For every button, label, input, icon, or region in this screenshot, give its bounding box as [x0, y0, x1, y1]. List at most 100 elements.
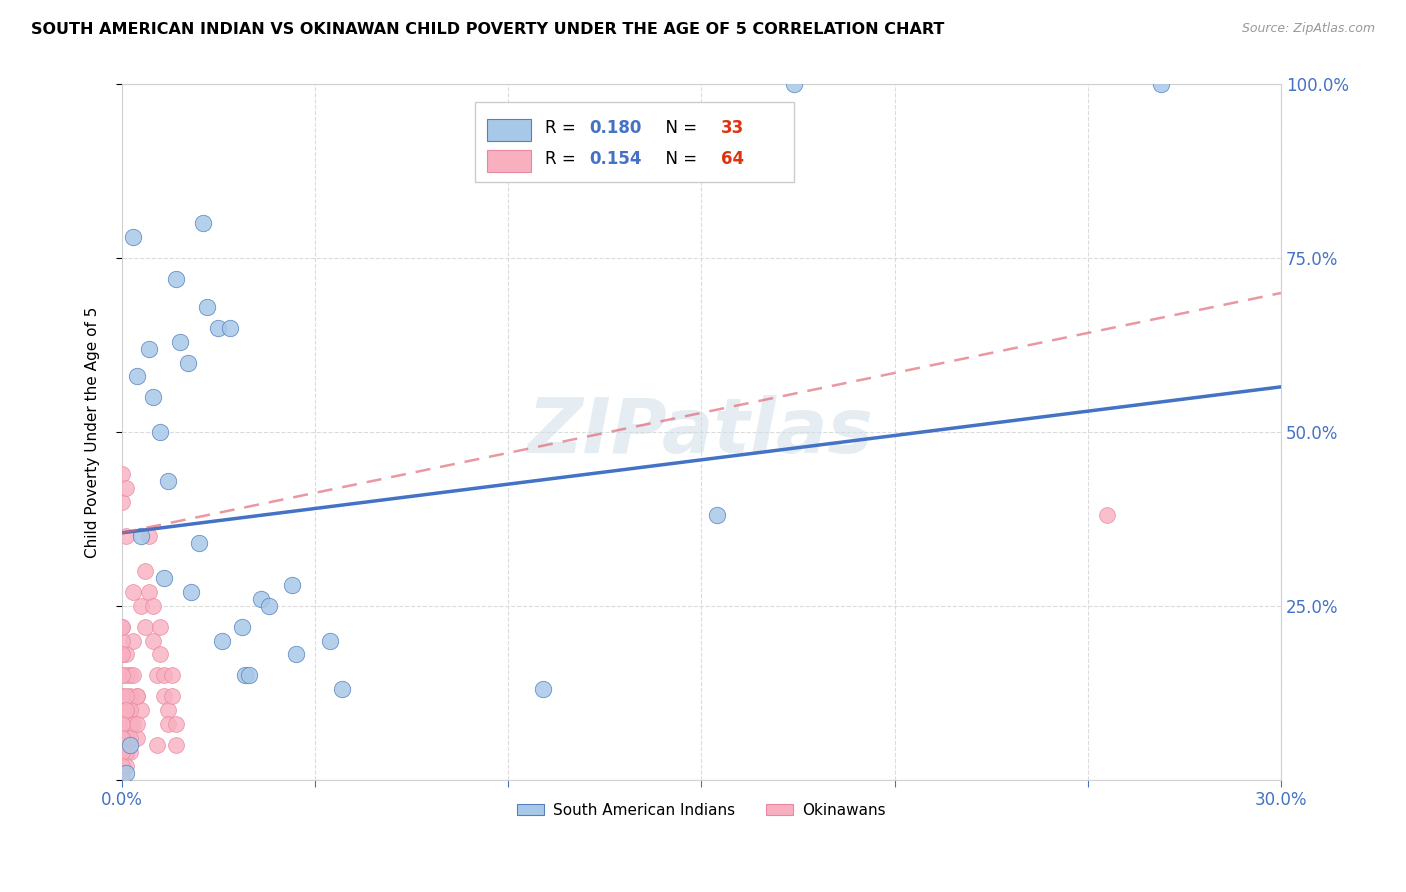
Point: [111, 745, 134, 759]
Point: [211, 633, 233, 648]
Point: [111, 703, 134, 717]
Point: [157, 474, 180, 488]
Point: [114, 703, 136, 717]
Point: [111, 494, 134, 508]
Point: [142, 390, 165, 404]
Point: [114, 689, 136, 703]
Point: [127, 731, 149, 745]
Point: [111, 758, 134, 772]
Point: [176, 355, 198, 369]
Point: [111, 772, 134, 787]
Text: Source: ZipAtlas.com: Source: ZipAtlas.com: [1241, 22, 1375, 36]
Point: [111, 731, 134, 745]
Point: [111, 717, 134, 731]
Point: [111, 689, 134, 703]
Point: [114, 668, 136, 682]
Point: [138, 342, 160, 356]
Point: [1095, 508, 1118, 523]
FancyBboxPatch shape: [486, 150, 531, 172]
Point: [111, 772, 134, 787]
Text: R =: R =: [546, 150, 581, 168]
Point: [122, 230, 145, 244]
Point: [250, 591, 273, 606]
Point: [207, 320, 229, 334]
Point: [706, 508, 728, 523]
Point: [127, 369, 149, 384]
Point: [149, 648, 172, 662]
Point: [145, 668, 167, 682]
Point: [111, 467, 134, 481]
Point: [122, 585, 145, 599]
Point: [127, 689, 149, 703]
Point: [122, 633, 145, 648]
Point: [114, 529, 136, 543]
Text: N =: N =: [655, 150, 703, 168]
Point: [165, 717, 187, 731]
Point: [114, 481, 136, 495]
Point: [118, 731, 141, 745]
Point: [122, 668, 145, 682]
Point: [153, 689, 176, 703]
FancyBboxPatch shape: [486, 119, 531, 142]
Point: [165, 272, 187, 286]
Point: [160, 668, 183, 682]
Point: [118, 703, 141, 717]
Point: [111, 620, 134, 634]
FancyBboxPatch shape: [475, 102, 794, 182]
Point: [111, 668, 134, 682]
Point: [129, 703, 152, 717]
Point: [134, 620, 156, 634]
Point: [118, 668, 141, 682]
Point: [281, 578, 304, 592]
Point: [129, 529, 152, 543]
Point: [138, 529, 160, 543]
Point: [149, 620, 172, 634]
Point: [111, 633, 134, 648]
Text: 0.180: 0.180: [589, 120, 641, 137]
Text: 0.154: 0.154: [589, 150, 641, 168]
Point: [111, 765, 134, 780]
Point: [195, 300, 218, 314]
Text: R =: R =: [546, 120, 581, 137]
Point: [111, 620, 134, 634]
Point: [157, 717, 180, 731]
Text: 64: 64: [721, 150, 744, 168]
Point: [169, 334, 191, 349]
Point: [127, 689, 149, 703]
Point: [160, 689, 183, 703]
Point: [134, 564, 156, 578]
Point: [118, 717, 141, 731]
Point: [114, 745, 136, 759]
Point: [118, 738, 141, 752]
Text: SOUTH AMERICAN INDIAN VS OKINAWAN CHILD POVERTY UNDER THE AGE OF 5 CORRELATION C: SOUTH AMERICAN INDIAN VS OKINAWAN CHILD …: [31, 22, 945, 37]
Point: [231, 620, 253, 634]
Point: [142, 633, 165, 648]
Point: [114, 731, 136, 745]
Text: ZIPatlas: ZIPatlas: [529, 395, 875, 469]
Point: [118, 745, 141, 759]
Point: [129, 599, 152, 613]
Point: [111, 731, 134, 745]
Point: [138, 585, 160, 599]
Point: [118, 689, 141, 703]
Point: [142, 599, 165, 613]
Point: [319, 633, 342, 648]
Point: [180, 585, 202, 599]
Text: 33: 33: [721, 120, 744, 137]
Point: [235, 668, 257, 682]
Point: [153, 571, 176, 585]
Point: [783, 78, 806, 92]
Point: [188, 536, 211, 550]
Point: [531, 682, 554, 697]
Point: [153, 668, 176, 682]
Point: [1150, 78, 1173, 92]
Point: [127, 717, 149, 731]
Point: [114, 703, 136, 717]
Point: [284, 648, 307, 662]
Point: [111, 648, 134, 662]
Point: [330, 682, 353, 697]
Point: [157, 703, 180, 717]
Text: N =: N =: [655, 120, 703, 137]
Point: [238, 668, 260, 682]
Point: [219, 320, 242, 334]
